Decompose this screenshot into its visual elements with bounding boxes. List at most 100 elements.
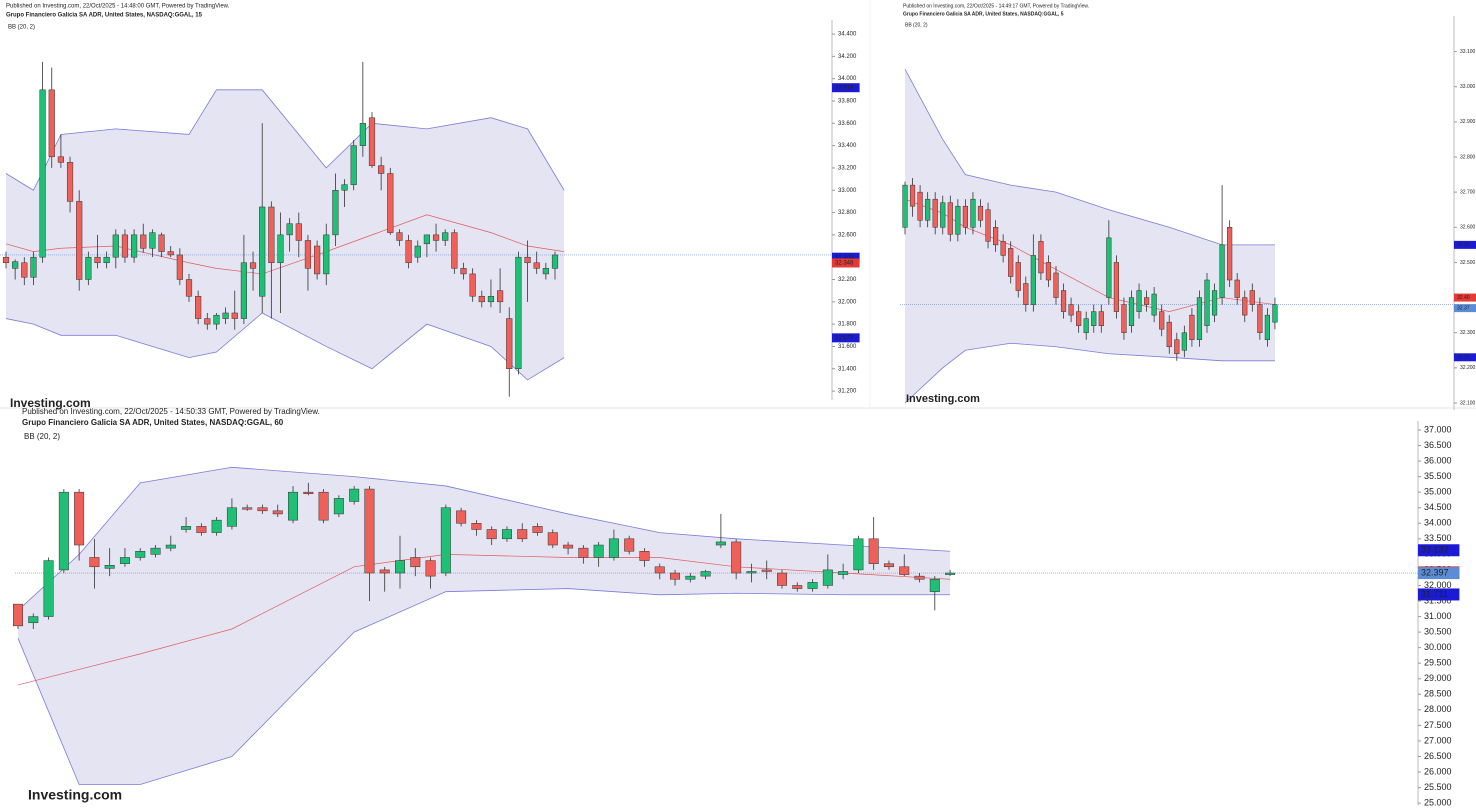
candle-body — [304, 240, 312, 269]
y-tick-label: 33.000 — [838, 188, 857, 194]
candle-body — [1060, 290, 1067, 312]
price-label: 32.55 — [1457, 242, 1470, 248]
y-tick-label: 28.500 — [1424, 689, 1452, 699]
candle-body — [1144, 297, 1150, 305]
price-label: 33.919 — [835, 85, 854, 91]
price-label: 32.397 — [1421, 567, 1449, 577]
candle-body — [135, 551, 146, 558]
candle-body — [902, 184, 908, 228]
candle-body — [21, 262, 28, 278]
candle-body — [1023, 283, 1029, 305]
y-tick-label: 36.000 — [1424, 455, 1452, 465]
band-upper — [904, 68, 1275, 246]
candle-body — [341, 184, 348, 191]
published-note: Published on Investing.com, 22/Oct/2025 … — [903, 3, 1089, 9]
candle-body — [323, 234, 330, 275]
price-label-box — [832, 258, 860, 268]
y-tick-label: 28.000 — [1424, 704, 1452, 714]
candle-body — [685, 575, 696, 580]
candle-body — [977, 205, 984, 221]
candle-body — [359, 123, 366, 146]
price-label-box — [1454, 304, 1476, 313]
candle-body — [654, 566, 665, 574]
candle-body — [517, 529, 528, 540]
candle-body — [286, 223, 293, 236]
candle-body — [1128, 297, 1135, 326]
candle-body — [1106, 237, 1112, 298]
candle-body — [917, 191, 923, 221]
candle-body — [395, 560, 405, 574]
price-label-box — [1454, 240, 1476, 249]
y-tick-label: 32.500 — [1460, 260, 1476, 266]
logo: Investing.com — [28, 787, 122, 803]
y-tick-label: 32.000 — [1424, 580, 1452, 590]
candle-body — [440, 507, 451, 574]
candle-body — [1174, 339, 1180, 355]
candle-body — [1136, 290, 1142, 312]
published-note: Published on Investing.com, 22/Oct/2025 … — [22, 407, 320, 416]
y-tick-label: 31.000 — [1424, 611, 1452, 621]
candle-body — [425, 560, 436, 577]
candle-body — [349, 488, 360, 502]
y-tick-label: 34.200 — [838, 54, 857, 60]
candle-body — [929, 578, 940, 592]
y-tick-label: 31.200 — [838, 389, 857, 395]
candle-body — [1257, 304, 1263, 333]
candle-body — [909, 184, 916, 207]
y-tick-label: 31.800 — [838, 322, 857, 328]
y-tick-label: 33.000 — [1460, 84, 1476, 90]
price-label-box — [1454, 293, 1476, 302]
candle-body — [150, 547, 161, 555]
candle-body — [1264, 314, 1270, 340]
candle-body — [925, 198, 931, 221]
candle-body — [414, 245, 421, 258]
indicator-label: BB (20, 2) — [24, 432, 60, 441]
candle-body — [28, 616, 39, 624]
candle-body — [112, 234, 119, 258]
candle-body — [1038, 241, 1044, 274]
y-tick-label: 31.400 — [838, 366, 857, 372]
candle-body — [257, 507, 268, 512]
candle-body — [838, 571, 849, 575]
candle-body — [1076, 311, 1082, 326]
band-fill — [6, 89, 565, 380]
price-label-box — [1418, 567, 1460, 580]
candle-body — [460, 268, 467, 275]
indicator-label: BB (20, 2) — [905, 22, 928, 28]
candle-body — [176, 254, 183, 280]
price-label-box — [832, 333, 860, 343]
price-label: 31.677 — [835, 335, 854, 341]
y-tick-label: 33.600 — [838, 121, 857, 127]
candle-body — [1204, 279, 1210, 326]
candle-body — [700, 571, 711, 577]
candle-body — [899, 566, 910, 575]
candle-body — [240, 262, 247, 319]
candle-body — [731, 541, 742, 574]
y-tick-label: 26.500 — [1424, 751, 1452, 761]
candle-body — [962, 205, 968, 228]
candle-body — [1113, 262, 1119, 312]
price-label-box — [1418, 588, 1460, 601]
candle-body — [332, 189, 339, 236]
candle-body — [761, 569, 772, 572]
y-tick-label: 30.500 — [1424, 626, 1452, 636]
candle-body — [608, 538, 619, 558]
candle-body — [249, 262, 257, 269]
candle-body — [121, 234, 129, 258]
candle-body — [410, 557, 421, 568]
candle-body — [456, 510, 467, 524]
y-tick-label: 32.900 — [1460, 119, 1476, 125]
candle-body — [185, 279, 193, 297]
candle-body — [213, 314, 220, 325]
candle-body — [1189, 314, 1195, 340]
band-upper — [17, 466, 951, 611]
candle-body — [2, 256, 10, 264]
candle-body — [226, 507, 237, 527]
y-tick-label: 34.500 — [1424, 502, 1452, 512]
candle-body — [1211, 290, 1218, 316]
band-fill — [905, 69, 1275, 403]
candle-body — [196, 526, 207, 533]
candle-body — [1098, 311, 1104, 326]
candle-body — [1159, 311, 1165, 330]
chart-panel: 37.000 36.500 36.000 35.500 35.000 34.500 34.0… — [13, 407, 1460, 808]
